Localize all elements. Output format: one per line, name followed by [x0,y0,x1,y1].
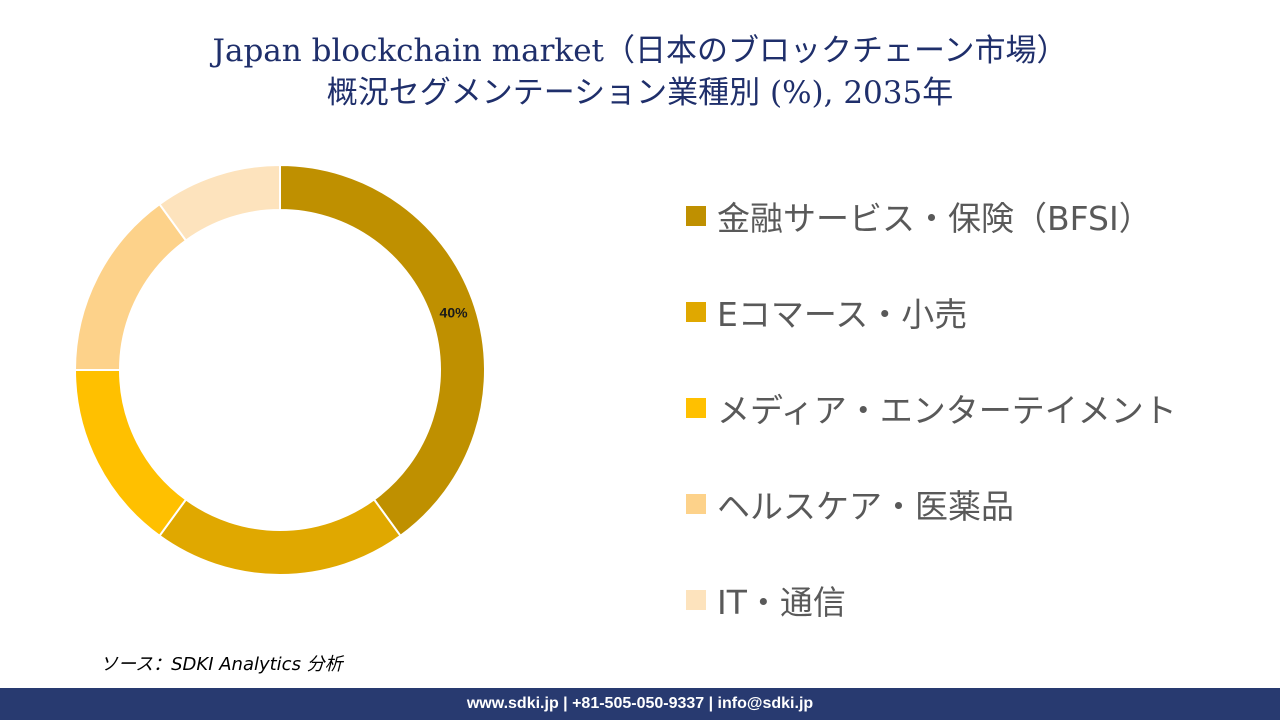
chart-title-line-2: 概況セグメンテーション業種別 (%), 2035年 [326,75,954,111]
donut-slice-1 [279,163,486,538]
footer-contact-bar: www.sdki.jp | +81-505-050-9337 | info@sd… [0,688,1280,720]
legend-label: IT・通信 [717,583,846,622]
source-note: ソース：SDKI Analytics 分析 [100,654,343,675]
donut-chart: 40% [60,150,500,590]
legend-item-4: ヘルスケア・医薬品 [686,456,1266,552]
donut-chart-svg: 40% [73,163,486,576]
data-label-slice-1: 40% [440,304,469,320]
chart-legend: 金融サービス・保険（BFSI） Eコマース・小売メディア・エンターテイメント ヘルス… [686,168,1266,648]
donut-slice-3 [73,369,188,538]
legend-label: 金融サービス・保険（BFSI） [717,199,1152,238]
legend-swatch [686,398,706,418]
legend-label: ヘルスケア・医薬品 [717,487,1014,526]
chart-title-line-1: Japan blockchain market（日本のブロックチェーン市場） [212,33,1068,69]
legend-item-1: 金融サービス・保険（BFSI） [686,168,1266,264]
legend-item-5: IT・通信 [686,552,1266,648]
legend-label: Eコマース・小売 [717,295,968,334]
legend-item-2: Eコマース・小売 [686,264,1266,360]
donut-slice-4 [73,202,188,371]
donut-slice-5 [158,163,281,242]
legend-swatch [686,590,706,610]
legend-swatch [686,302,706,322]
legend-label: メディア・エンターテイメント [717,391,1177,430]
legend-swatch [686,206,706,226]
donut-slice-2 [158,498,402,576]
legend-swatch [686,494,706,514]
chart-title: Japan blockchain market（日本のブロックチェーン市場） 概… [0,30,1280,114]
legend-item-3: メディア・エンターテイメント [686,360,1266,456]
